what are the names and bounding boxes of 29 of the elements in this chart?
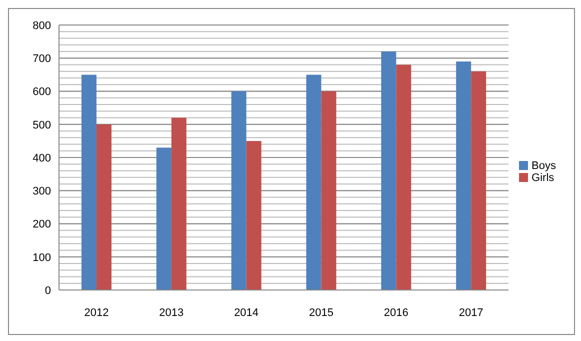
y-tick-label: 600 (32, 86, 51, 98)
bar (156, 148, 172, 290)
y-tick-label: 0 (44, 284, 51, 297)
bar (306, 74, 322, 290)
legend-label: Boys (532, 160, 556, 172)
y-tick-label: 300 (32, 186, 51, 198)
bar (381, 52, 396, 290)
x-tick-label: 2013 (159, 306, 184, 319)
y-tick-label: 200 (32, 218, 51, 231)
x-tick-label: 2017 (458, 306, 484, 319)
y-tick-label: 100 (32, 252, 51, 264)
x-tick-label: 2012 (84, 306, 109, 319)
bar (321, 91, 336, 290)
bar (246, 140, 262, 290)
legend-label: Girls (532, 172, 554, 184)
y-tick-label: 400 (32, 152, 51, 164)
x-tick-label: 2016 (384, 306, 408, 319)
y-tick-label: 500 (32, 119, 51, 132)
bar (471, 71, 486, 290)
y-tick-label: 700 (32, 53, 51, 66)
bar (81, 74, 96, 290)
x-tick-label: 2015 (308, 306, 334, 319)
bar (96, 124, 112, 290)
bar (396, 64, 412, 290)
y-tick-label: 800 (32, 20, 51, 32)
bar (456, 61, 472, 290)
x-tick-label: 2014 (234, 306, 259, 319)
bar (171, 118, 186, 290)
bar (231, 91, 246, 290)
